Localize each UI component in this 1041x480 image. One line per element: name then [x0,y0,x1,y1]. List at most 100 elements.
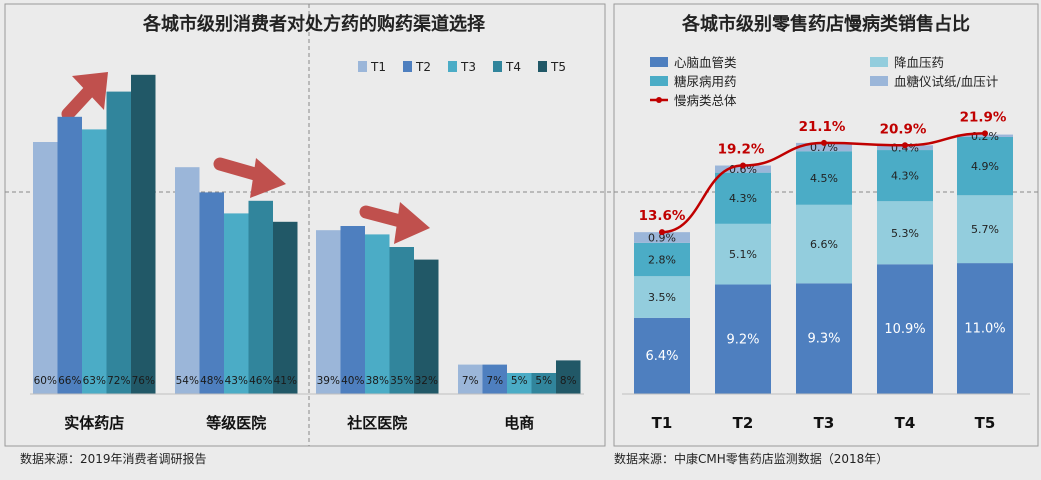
left-source-note: 数据来源：2019年消费者调研报告 [20,451,207,466]
stack-segment-1-0 [634,276,690,318]
right-source-note: 数据来源：中康CMH零售药店监测数据（2018年） [614,451,888,466]
legend-line-marker [656,97,662,103]
down-trend-arrow-icon [213,157,286,198]
category-label: 社区医院 [346,414,407,432]
legend-label: 慢病类总体 [674,93,737,108]
line-value-label: 13.6% [639,208,686,224]
category-label: T2 [733,414,754,432]
bar-value-label: 48% [200,375,223,387]
category-label: T1 [652,414,673,432]
bar-t4-1 [248,200,273,394]
segment-value-label: 4.5% [810,172,838,185]
stack-segment-0-2 [796,283,852,394]
legend-swatch [870,57,888,67]
legend-swatch [493,61,502,72]
category-label: 等级医院 [206,414,266,432]
stack-segment-0-0 [634,317,690,394]
stack-segment-0-3 [877,264,933,394]
bar-value-label: 39% [317,375,340,387]
right-chart-title: 各城市级别零售药店慢病类销售占比 [681,13,970,35]
legend-swatch [538,61,547,72]
bar-value-label: 5% [511,375,528,387]
stack-segment-2-2 [796,151,852,205]
line-value-label: 21.9% [960,109,1007,125]
bar-t5-2 [414,259,439,394]
legend-swatch [358,61,367,72]
line-point [902,142,908,149]
bar-t4-3 [531,373,556,394]
bar-t5-1 [273,221,298,394]
stack-segment-3-2 [796,142,852,152]
segment-value-label: 9.3% [807,332,840,347]
category-label: 电商 [504,414,534,432]
down-trend-arrow-icon [359,202,430,244]
bar-value-label: 32% [415,375,438,387]
bar-value-label: 40% [341,375,364,387]
up-trend-arrow-icon [61,72,108,121]
segment-value-label: 6.6% [810,238,838,251]
line-value-label: 21.1% [799,119,846,135]
line-point [740,162,746,169]
category-label: T5 [975,414,996,432]
bar-value-label: 41% [274,375,297,387]
legend-label: T1 [370,60,386,74]
stack-segment-3-0 [634,232,690,243]
segment-value-label: 11.0% [964,322,1005,337]
stack-segment-1-3 [877,201,933,265]
bar-t3-1 [224,213,249,394]
stack-segment-0-1 [715,284,771,394]
legend-swatch [448,61,457,72]
bar-value-label: 8% [560,375,577,387]
bar-value-label: 46% [249,375,272,387]
bar-value-label: 63% [83,375,106,387]
bar-value-label: 38% [366,375,389,387]
legend-label: 心脑血管类 [674,55,737,70]
stack-segment-1-4 [957,195,1013,264]
category-label: T3 [814,414,835,432]
segment-value-label: 2.8% [648,254,676,267]
left-bars: 60% 66% 63% 72% 76% 实体药店 54% 48% 43% 46% 41% 等级医院 39… [30,74,584,432]
bar-t1-0 [33,142,58,394]
stack-segment-1-2 [796,204,852,284]
stack-segment-2-1 [715,172,771,224]
segment-value-label: 0.9% [648,232,676,245]
segment-value-label: 6.4% [645,349,678,364]
segment-value-label: 4.3% [729,192,757,205]
left-chart-title: 各城市级别消费者对处方药的购药渠道选择 [142,13,486,35]
line-point [821,139,827,146]
bar-t3-2 [365,234,390,394]
segment-value-label: 9.2% [726,332,759,347]
bar-value-label: 60% [34,375,57,387]
line-value-label: 19.2% [718,142,765,158]
stack-segment-2-3 [877,150,933,202]
segment-value-label: 5.7% [971,223,999,236]
bar-value-label: 66% [58,375,81,387]
segment-value-label: 3.5% [648,291,676,304]
legend-label: T3 [460,60,476,74]
bar-value-label: 72% [107,375,130,387]
bar-t2-1 [199,192,224,394]
stack-segment-2-4 [957,136,1013,196]
category-label: T4 [895,414,916,432]
bar-t3-3 [507,373,532,394]
stack-segment-1-1 [715,223,771,285]
bar-value-label: 54% [176,375,199,387]
bar-t1-2 [316,230,341,394]
legend-swatch [650,76,668,86]
legend-label: 糖尿病用药 [674,74,737,89]
category-label: 实体药店 [64,414,124,432]
bar-value-label: 7% [462,375,479,387]
bar-t2-3 [482,364,507,394]
bar-t1-3 [458,364,483,394]
right-bars: 6.4%3.5%2.8%0.9%T19.2%5.1%4.3%0.6%T29.3%… [622,109,1030,432]
segment-value-label: 5.3% [891,227,919,240]
bar-value-label: 35% [390,375,413,387]
stack-segment-0-4 [957,263,1013,394]
bar-t3-0 [82,129,107,394]
stack-segment-3-1 [715,165,771,173]
legend-swatch [870,76,888,86]
left-legend: T1 T2 T3 T4 T5 [358,60,566,74]
